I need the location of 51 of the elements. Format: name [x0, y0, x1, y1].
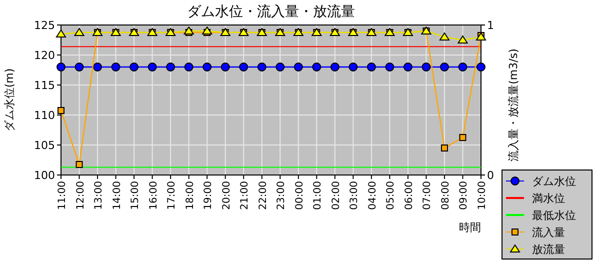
x-tick-label: 08:00: [440, 181, 452, 210]
y2-axis-title: 流入量・放流量(m3/s): [507, 48, 520, 162]
x-tick-label: 10:00: [477, 181, 488, 210]
point: [458, 36, 468, 44]
x-tick-label: 03:00: [349, 181, 360, 210]
y2-tick-label: 1: [487, 19, 494, 32]
y-axis-title: ダム水位(m): [3, 68, 16, 132]
point: [459, 134, 466, 141]
x-tick-label: 15:00: [130, 181, 142, 210]
x-tick-label: 17:00: [166, 181, 178, 210]
x-tick-label: 13:00: [94, 181, 105, 210]
point: [76, 161, 83, 168]
legend-label: 満水位: [532, 192, 565, 205]
y-tick-label: 105: [34, 139, 55, 152]
y-tick-label: 100: [34, 169, 55, 182]
x-tick-label: 00:00: [294, 181, 306, 210]
y-tick-label: 110: [34, 109, 55, 122]
x-tick-label: 09:00: [458, 181, 470, 210]
x-tick-label: 07:00: [422, 181, 434, 210]
point: [56, 30, 66, 38]
y-tick-label: 125: [34, 19, 55, 32]
x-tick-label: 23:00: [276, 181, 288, 210]
legend-label: ダム水位: [532, 175, 576, 188]
x-tick-label: 22:00: [258, 181, 269, 210]
point: [74, 28, 84, 36]
x-tick-label: 05:00: [386, 181, 397, 210]
x-tick-label: 20:00: [221, 181, 232, 210]
x-tick-label: 21:00: [240, 181, 251, 210]
x-tick-label: 01:00: [312, 181, 324, 210]
legend-label: 放流量: [532, 243, 565, 256]
point: [58, 107, 64, 114]
point: [439, 32, 450, 40]
x-tick-label: 02:00: [330, 181, 342, 210]
y2-tick-label: 0: [487, 169, 494, 182]
y-tick-label: 120: [34, 49, 55, 62]
x-tick-label: 16:00: [148, 181, 160, 210]
point: [440, 144, 448, 152]
x-tick-label: 19:00: [203, 181, 214, 210]
point: [184, 26, 194, 34]
x-axis-title: 時間: [459, 221, 481, 234]
x-tick-label: 14:00: [112, 181, 123, 210]
legend-label: 流入量: [532, 226, 565, 239]
y-tick-label: 115: [34, 79, 55, 92]
chart-title: ダム水位・流入量・放流量: [187, 4, 355, 20]
x-tick-label: 11:00: [57, 181, 68, 210]
x-tick-label: 12:00: [75, 181, 86, 210]
legend-label: 最低水位: [532, 209, 576, 222]
point: [202, 26, 212, 34]
x-tick-label: 18:00: [184, 181, 196, 210]
x-tick-label: 04:00: [367, 181, 378, 210]
x-tick-label: 06:00: [404, 181, 415, 210]
